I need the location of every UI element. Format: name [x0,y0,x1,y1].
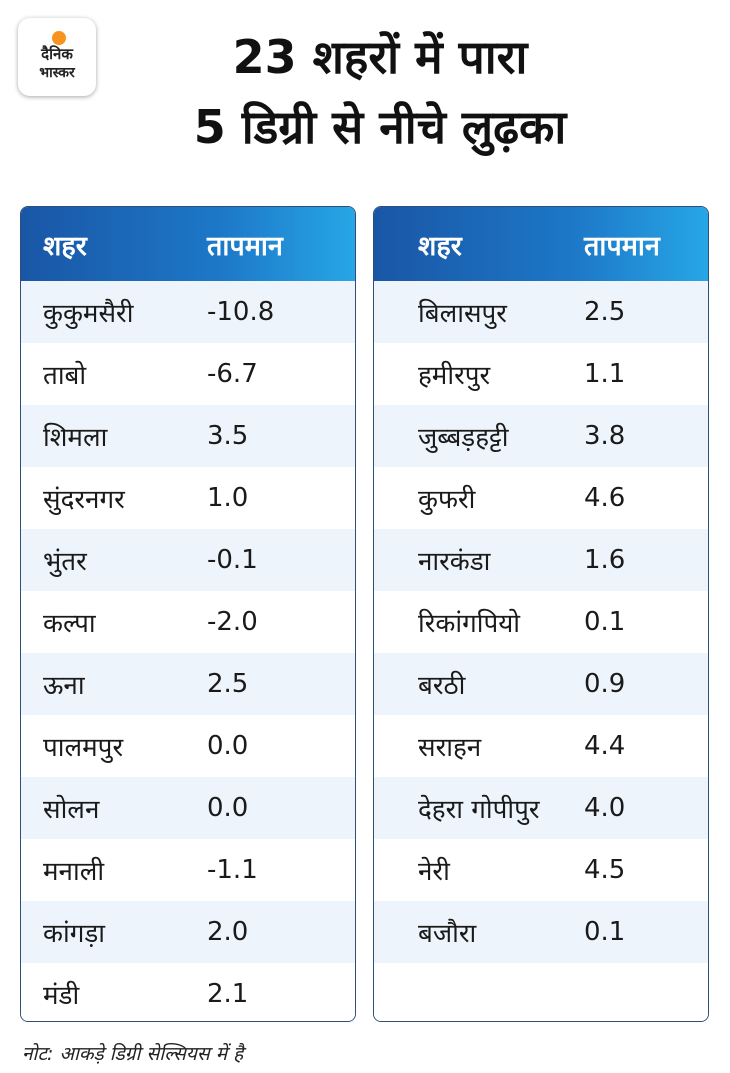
temperature-cell: 2.1 [207,979,249,1009]
city-cell: जुब्बड़हट्टी [418,423,509,453]
temperature-cell: 1.6 [584,545,626,575]
city-cell: बरठी [418,671,466,701]
title-line-2: 5 डिग्री से नीचे लुढ़का [193,100,567,154]
sun-icon [52,31,66,45]
city-cell: बिलासपुर [418,299,507,329]
table-header: शहर तापमान [21,207,355,281]
city-cell: ऊना [43,671,85,701]
city-column-header: शहर [43,230,87,262]
logo-line-1: दैनिक [41,45,73,63]
table-body: कुकुमसैरी -10.8 ताबो -6.7 शिमला 3.5 सुंदरनगर 1.… [21,281,355,1021]
title-line-1: 23 शहरों में पारा [232,30,528,84]
city-cell: नेरी [418,857,450,887]
temperature-cell: 0.9 [584,669,626,699]
city-cell: मंडी [43,981,80,1011]
city-cell: रिकांगपियो [418,609,521,639]
temperature-cell: -10.8 [207,297,275,327]
city-column-header: शहर [418,230,462,262]
table-row: जुब्बड़हट्टी 3.8 [374,405,708,467]
temperature-cell: 4.5 [584,855,626,885]
temperature-cell: -6.7 [207,359,258,389]
table-row: सोलन 0.0 [21,777,355,839]
city-cell: कुफरी [418,485,476,515]
temperature-cell: 2.0 [207,917,249,947]
left-temperature-table: शहर तापमान कुकुमसैरी -10.8 ताबो -6.7 शिमला 3.… [20,206,356,1022]
city-cell: ताबो [43,361,87,391]
table-row: कुकुमसैरी -10.8 [21,281,355,343]
city-cell: कल्पा [43,609,96,639]
city-cell: शिमला [43,423,108,453]
city-cell: बजौरा [418,919,477,949]
temperature-column-header: तापमान [207,230,283,262]
city-cell: सराहन [418,733,482,763]
temperature-cell: 2.5 [207,669,249,699]
table-row: कुफरी 4.6 [374,467,708,529]
table-row: मनाली -1.1 [21,839,355,901]
table-row: बरठी 0.9 [374,653,708,715]
city-cell: कुकुमसैरी [43,299,134,329]
city-cell: सोलन [43,795,100,825]
table-row: भुंतर -0.1 [21,529,355,591]
temperature-cell: 4.0 [584,793,626,823]
table-row: बिलासपुर 2.5 [374,281,708,343]
table-row: नेरी 4.5 [374,839,708,901]
table-row: हमीरपुर 1.1 [374,343,708,405]
table-row: नारकंडा 1.6 [374,529,708,591]
temperature-cell: 4.6 [584,483,626,513]
page-title: 23 शहरों में पारा 5 डिग्री से नीचे लुढ़क… [110,22,650,162]
temperature-column-header: तापमान [584,230,660,262]
temperature-cell: 0.0 [207,731,249,761]
table-row: रिकांगपियो 0.1 [374,591,708,653]
city-cell: सुंदरनगर [43,485,125,515]
table-row: कांगड़ा 2.0 [21,901,355,963]
temperature-cell: -0.1 [207,545,258,575]
table-body: बिलासपुर 2.5 हमीरपुर 1.1 जुब्बड़हट्टी 3.8 कुफर… [374,281,708,1021]
table-row: बजौरा 0.1 [374,901,708,963]
city-cell: नारकंडा [418,547,491,577]
temperature-cell: 3.5 [207,421,249,451]
right-temperature-table: शहर तापमान बिलासपुर 2.5 हमीरपुर 1.1 जुब्बड़ह… [373,206,709,1022]
footnote: नोट: आकड़े डिग्री सेल्सियस में है [22,1043,244,1065]
city-cell: कांगड़ा [43,919,105,949]
temperature-cell: -2.0 [207,607,258,637]
empty-table-row [374,963,708,1021]
table-row: सुंदरनगर 1.0 [21,467,355,529]
temperature-cell: -1.1 [207,855,258,885]
logo-line-2: भास्कर [39,65,75,81]
table-row: ऊना 2.5 [21,653,355,715]
temperature-cell: 0.1 [584,917,626,947]
temperature-cell: 2.5 [584,297,626,327]
city-cell: देहरा गोपीपुर [418,795,540,825]
dainik-bhaskar-logo: दैनिक भास्कर [18,18,96,96]
temperature-cell: 4.4 [584,731,626,761]
city-cell: मनाली [43,857,105,887]
table-row: ताबो -6.7 [21,343,355,405]
temperature-cell: 1.0 [207,483,249,513]
city-cell: हमीरपुर [418,361,491,391]
city-cell: भुंतर [43,547,87,577]
table-row: शिमला 3.5 [21,405,355,467]
table-row: सराहन 4.4 [374,715,708,777]
table-header: शहर तापमान [374,207,708,281]
table-row: कल्पा -2.0 [21,591,355,653]
table-row: देहरा गोपीपुर 4.0 [374,777,708,839]
temperature-cell: 1.1 [584,359,626,389]
city-cell: पालमपुर [43,733,124,763]
temperature-cell: 3.8 [584,421,626,451]
temperature-cell: 0.0 [207,793,249,823]
table-row: मंडी 2.1 [21,963,355,1021]
table-row: पालमपुर 0.0 [21,715,355,777]
temperature-cell: 0.1 [584,607,626,637]
